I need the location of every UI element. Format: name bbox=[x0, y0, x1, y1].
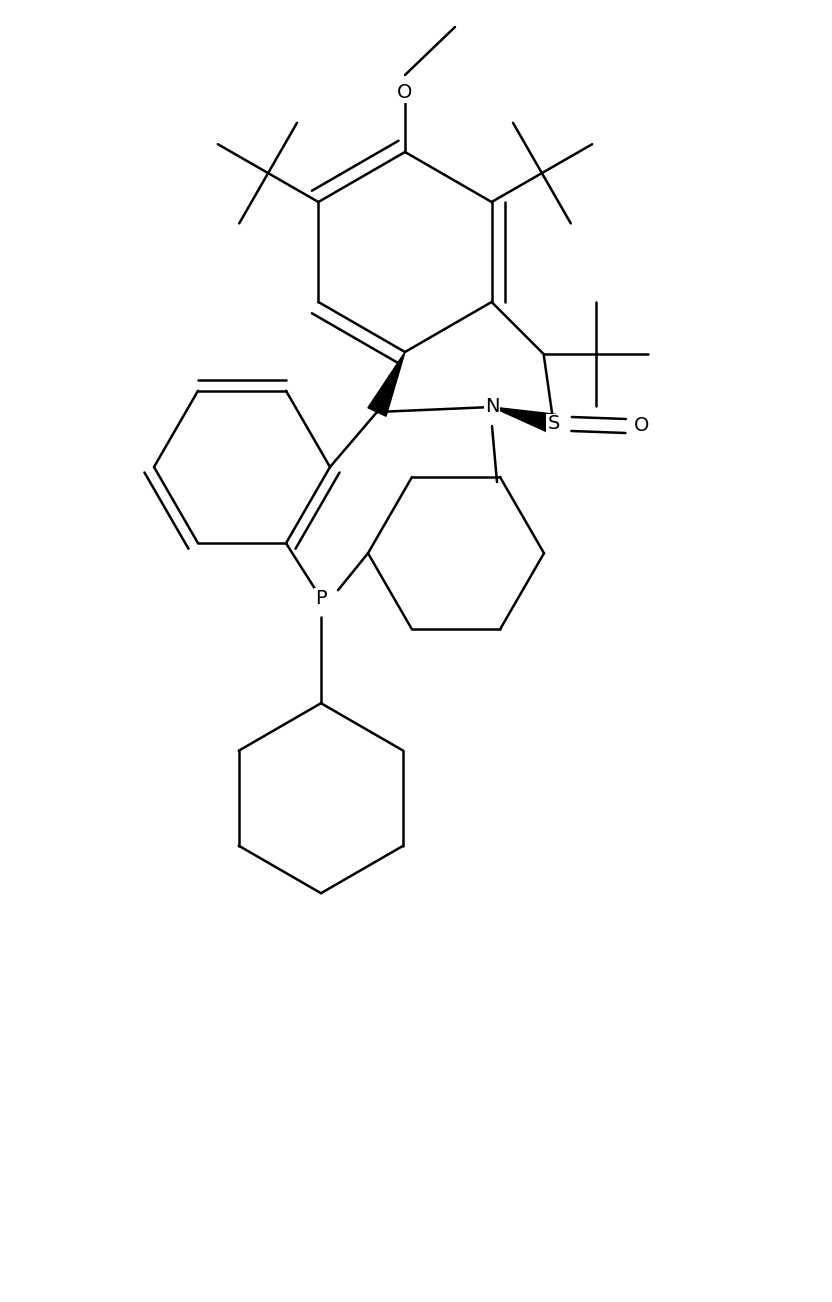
Text: O: O bbox=[398, 83, 413, 103]
Text: N: N bbox=[485, 397, 499, 417]
Polygon shape bbox=[368, 352, 405, 417]
Text: S: S bbox=[547, 414, 560, 434]
Text: P: P bbox=[315, 589, 327, 608]
Polygon shape bbox=[492, 408, 557, 434]
Text: O: O bbox=[634, 417, 649, 435]
